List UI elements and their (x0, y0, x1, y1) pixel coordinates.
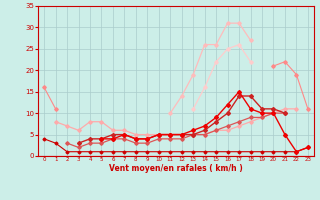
X-axis label: Vent moyen/en rafales ( km/h ): Vent moyen/en rafales ( km/h ) (109, 164, 243, 173)
